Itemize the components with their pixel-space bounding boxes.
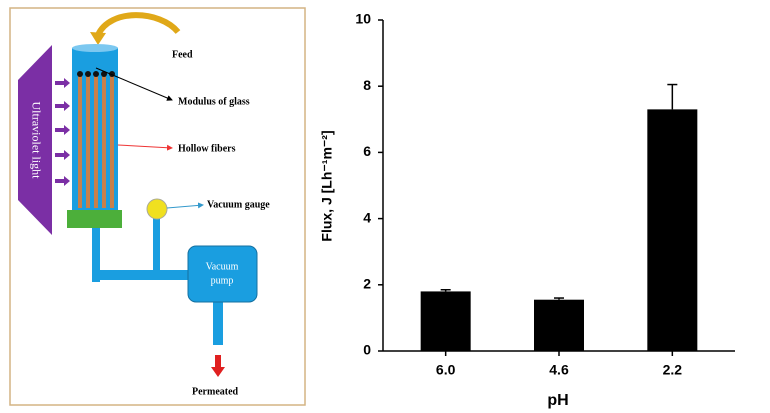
x-tick-label: 6.0 — [436, 362, 456, 378]
y-tick-label: 10 — [355, 11, 371, 27]
pipe — [153, 215, 160, 275]
pointer — [95, 67, 173, 101]
pipe — [92, 228, 100, 282]
gauge — [146, 198, 168, 220]
column-top — [72, 44, 118, 52]
pointer — [166, 202, 204, 209]
x-tick-label: 2.2 — [663, 362, 683, 378]
bar — [534, 299, 584, 351]
uv-arrows — [55, 78, 70, 186]
pump-label: Vacuum — [206, 261, 239, 272]
out-arrow — [211, 355, 225, 377]
frame — [9, 7, 306, 406]
y-tick-label: 4 — [363, 209, 371, 225]
y-axis-label: Flux, J [Lh⁻¹m⁻²] — [319, 130, 335, 241]
pump — [187, 245, 258, 303]
pointer — [117, 144, 173, 151]
feed-label: Feed — [172, 49, 193, 60]
y-tick-label: 6 — [363, 143, 371, 159]
y-tick-label: 0 — [363, 342, 371, 358]
bar — [647, 109, 698, 352]
pipe — [92, 270, 192, 280]
fibers-label: Hollow fibers — [178, 143, 236, 154]
x-axis-label: pH — [547, 392, 568, 409]
modulus-label: Modulus of glass — [178, 96, 250, 107]
chart: pH Flux, J [Lh⁻¹m⁻²] 0 2 4 6 8 10 6.0 4.6 2.2 — [319, 11, 735, 409]
pump-label: pump — [211, 275, 234, 286]
base — [67, 210, 122, 228]
bar — [420, 291, 471, 351]
y-tick-label: 2 — [363, 276, 371, 292]
feed-arrow-head — [90, 32, 106, 45]
uv-label: Ultraviolet light — [29, 102, 43, 180]
uv-lamp — [18, 45, 52, 235]
fiber-ends — [77, 71, 115, 77]
permeated-label: Permeated — [192, 386, 239, 397]
gauge-label: Vacuum gauge — [207, 199, 270, 210]
y-tick-label: 8 — [363, 77, 371, 93]
diagram: Ultraviolet light Vacuum pump Feed Modul… — [9, 7, 306, 406]
x-tick-label: 4.6 — [549, 362, 569, 378]
pipe — [213, 300, 223, 345]
feed-arrow — [95, 12, 181, 37]
fibers — [78, 76, 114, 208]
